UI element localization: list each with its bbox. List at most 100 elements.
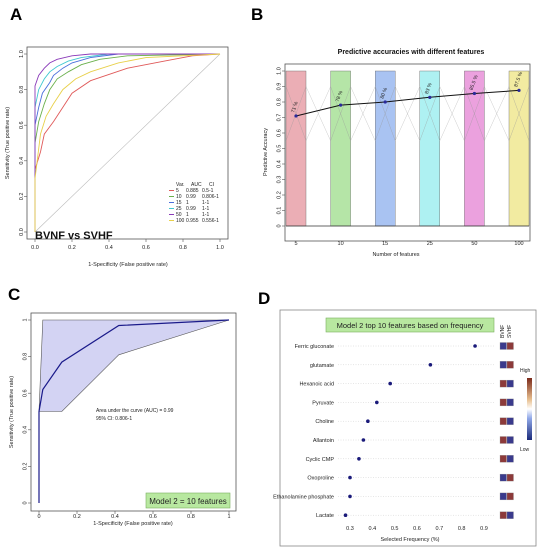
panel-a-ytick-label: 0.2 [19,193,25,201]
panel-d-title-badge [325,317,495,333]
panel-a-legend-auc: 0.99 [186,206,196,212]
panel-d-xtick-label: 0.6 [413,526,421,532]
panel-d-colorbar-high: High [520,368,531,374]
panel-a-legend-var: 15 [176,200,182,206]
panel-d-heat-cell [506,436,514,444]
panel-d-heat-cell [506,361,514,369]
panel-d-dot-0 [473,344,477,348]
panel-d-heat-cell [499,492,507,501]
panel-b-cross-line [305,86,331,141]
panel-b-accuracy-point-50 [472,91,476,96]
panel-c-xlabel: 1-Specificity (False positive rate) [93,521,173,527]
panel-d-xtick-label: 0.9 [480,526,488,532]
panel-a-legend: Var. AUC CI 5 0.885 0.5-1 10 0.99 0.806-1 15 1 1-1 2… [169,182,219,224]
panel-d-heat-cell [506,455,514,463]
panel-b-accuracy-point-5 [294,114,298,118]
panel-b-value-label-15: 80 % [379,86,389,99]
panel-d-title: Model 2 top 10 features based on frequen… [337,321,484,330]
panel-b-ytick-label: 0.1 [277,207,283,215]
panel-a-legend-ci: 1-1 [202,212,209,218]
panel-b-accuracy-point-10 [339,103,343,107]
panel-a-xtick-label: 0.4 [105,245,113,251]
panel-d-xtick-label: 0.7 [436,526,444,532]
panel-b-cross-line [395,86,420,141]
panel-a-roc-line-50 [34,53,220,232]
panel-c-xtick-label: 0 [37,514,40,520]
panel-a-legend-ci: 0.806-1 [202,194,219,200]
panel-c-ci-upper [38,319,229,412]
panel-c-ci-lower [39,319,230,412]
panel-c-ytick-label: 0.6 [23,389,29,397]
panel-a-ytick-label: 0.8 [19,86,25,94]
panel-d-heat-cell [506,379,514,388]
panel-d-heat-cell [506,398,514,407]
panel-b-xtick-label: 10 [338,241,344,247]
panel-d-dot-9 [343,513,348,517]
panel-b-ytick-label: 1.0 [277,67,283,75]
panel-a-legend-header-ci: CI [209,182,214,188]
panel-d-xtick-label: 0.8 [458,526,466,532]
panel-c-roc-line [38,319,230,503]
panel-c-xtick-label: 0.6 [149,514,157,520]
panel-d-heat-cell [499,436,507,444]
panel-c-ci-text: 95% CI: 0.806-1 [96,416,132,422]
panel-c-ylabel: Sensitivity (True positive rate) [9,376,15,448]
panel-d-heat-cell [499,379,507,388]
panel-a-ylabel: Sensitivity (True positive rate) [5,107,11,179]
panel-d-heat-cell [499,473,507,482]
panel-d-heat-cell [506,342,514,350]
panel-a-roc-line-100 [34,53,221,232]
panel-d-dot-6 [357,457,361,461]
panel-b-plot-frame [284,63,531,242]
panel-a-diagonal [34,53,221,233]
panel-c-ytick-label: 0.4 [23,426,29,434]
panel-d-dot-2 [388,381,393,386]
panel-b-accuracy-point-25 [428,95,432,99]
panel-c-plot-frame [30,312,237,512]
panel-d-feature-label: Oxoproline [307,476,334,482]
panel-d-heat-cell [499,361,507,369]
panel-b-bar-hatch [330,86,351,141]
panel-d-dot-7 [348,475,352,480]
panel-a-xtick-label: 1.0 [216,245,224,251]
panel-d-heat-cell [499,511,507,519]
panel-c-ytick-label: 1 [23,318,29,321]
panel-b-xtick-label: 100 [514,241,523,247]
panel-a-roc-line-25 [34,53,220,232]
panel-a-legend-var: 50 [176,212,182,218]
panel-a-plot-frame [26,46,229,240]
panel-b-title: Predictive accuracies with different fea… [338,49,485,56]
panel-b-value-label-5: 71 % [290,100,300,113]
panel-b-bar-hatch [375,86,396,141]
panel-c-xtick-label: 0.4 [111,514,119,520]
panel-c-xtick-label: 0.8 [187,514,195,520]
panel-d-dot-3 [375,400,379,405]
panel-b-bar-hatch [464,86,485,141]
panel-b-xtick-label: 5 [294,241,297,247]
panel-a-roc-chart: 0.0 0.2 0.4 0.6 0.8 1.0 0.0 0.2 0.4 0.6 0.8 1.0 1-S… [5,46,229,268]
panel-d-heat-cell [499,417,507,425]
panel-b-ytick-label: 0 [277,224,283,227]
panel-b-value-label-10: 78 % [335,90,345,103]
panel-b-cross-line [484,86,510,141]
panel-c-xtick-label: 0.2 [73,514,81,520]
panel-a-xtick-label: 0.2 [68,245,76,251]
panel-a-roc-line-5 [34,53,221,232]
panel-b-accuracy-point-100 [517,88,521,92]
panel-d-heat-cell [499,398,507,407]
panel-b-accuracy-point-15 [383,100,387,104]
panel-c-auc-text: Area under the curve (AUC) = 0.99 [96,408,174,414]
panel-a-legend-var: 10 [176,194,182,200]
panel-a-roc-line-15 [34,53,220,232]
panel-b-accuracy-line [295,89,520,117]
panel-d-feature-label: glutamate [310,363,334,369]
panel-a-legend-header-auc: AUC [191,182,202,188]
panel-d-heat-cell [506,417,514,425]
panel-b-ytick-label: 0.4 [277,160,283,168]
panel-b-ytick-label: 0.6 [277,129,283,137]
panel-b-ytick-label: 0.5 [277,145,283,153]
panel-a-legend-ci: 1-1 [202,206,209,212]
panel-d-frame [279,309,537,547]
panel-a-xtick-label: 0.0 [31,245,39,251]
panel-a-legend-var: 25 [176,206,182,212]
